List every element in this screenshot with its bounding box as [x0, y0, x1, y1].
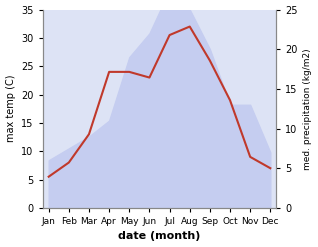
- X-axis label: date (month): date (month): [118, 231, 201, 242]
- Y-axis label: med. precipitation (kg/m2): med. precipitation (kg/m2): [303, 48, 313, 169]
- Y-axis label: max temp (C): max temp (C): [5, 75, 16, 143]
